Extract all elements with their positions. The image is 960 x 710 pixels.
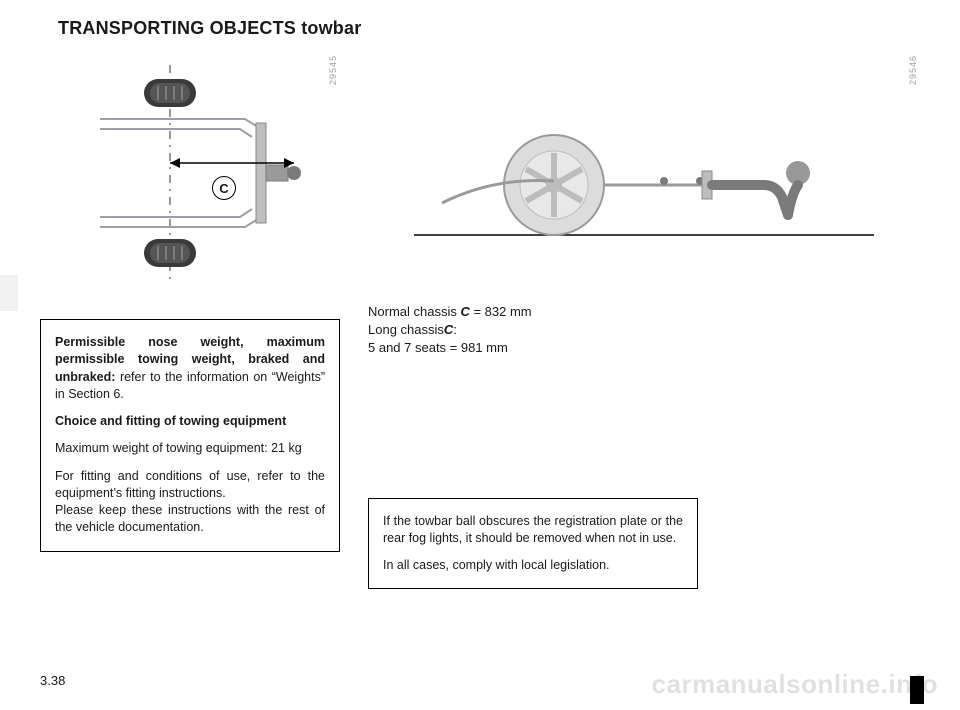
info-paragraph: For fitting and conditions of use, refer… [55,468,325,537]
manual-page: TRANSPORTING OBJECTS towbar 29545 [0,0,960,710]
spec-line: Normal chassis C = 832 mm [368,303,920,321]
towbar-side-diagram [368,53,920,293]
info-paragraph: If the towbar ball obscures the regis­tr… [383,513,683,548]
info-box-legislation: If the towbar ball obscures the regis­tr… [368,498,698,590]
info-paragraph: In all cases, comply with local leg­isla… [383,557,683,574]
chassis-spec-block: Normal chassis C = 832 mm Long chassisC:… [368,303,920,358]
page-title: TRANSPORTING OBJECTS towbar [58,18,920,39]
column-left: 29545 [40,53,340,552]
info-box-weights: Permissible nose weight, maxi­mum permis… [40,319,340,552]
info-subheading: Choice and fitting of towing equipment [55,413,325,430]
content-columns: 29545 [40,53,920,589]
info-paragraph: Maximum weight of towing equip­ment: 21 … [55,440,325,457]
column-middle: 29546 [368,53,920,589]
section-side-tab [0,275,18,311]
towbar-top-diagram [40,53,330,293]
dimension-c-label: C [212,176,236,200]
figure-id-label: 29546 [908,55,918,85]
spec-line: Long chassisC: [368,321,920,339]
figure-top-view: 29545 [40,53,340,293]
figure-id-label: 29545 [328,55,338,85]
watermark-text: carmanualsonline.info [652,669,938,700]
figure-side-view: 29546 [368,53,920,293]
spec-line: 5 and 7 seats = 981 mm [368,339,920,357]
page-number: 3.38 [40,673,65,688]
info-paragraph: Permissible nose weight, maxi­mum permis… [55,334,325,403]
